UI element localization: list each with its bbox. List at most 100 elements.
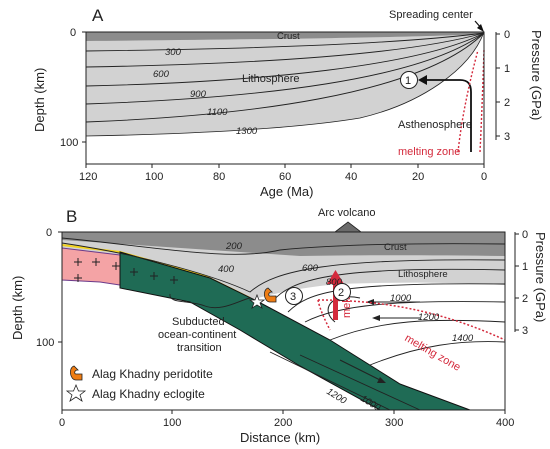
x-axis-title-a: Age (Ma) xyxy=(260,184,313,199)
isotherm-label-b-4: 1000 xyxy=(390,293,412,304)
x-tick-label-a-0: 120 xyxy=(79,171,97,183)
legend-peridotite-label: Alag Khadny peridotite xyxy=(92,367,213,381)
marker-2-circle xyxy=(333,283,351,301)
isotherm-1200-b xyxy=(329,319,506,341)
melting-zone-boundary-b2 xyxy=(317,299,506,341)
p-tick-label-a-1: 1 xyxy=(504,63,510,75)
mantle-flow-arrowhead-a xyxy=(418,75,427,85)
marker-1-circle xyxy=(400,71,418,89)
lithosphere-wedge-a xyxy=(85,31,485,137)
isotherm-600-b xyxy=(271,268,506,303)
spreading-center-arrowhead xyxy=(477,24,484,32)
p-tick-label-b-2: 2 xyxy=(522,293,528,305)
subducted-label-2: ocean-continent xyxy=(158,329,236,341)
isotherm-400-b xyxy=(61,242,506,293)
legend-b: Alag Khadny peridotite Alag Khadny eclog… xyxy=(65,365,213,402)
p-tick-label-b-1: 1 xyxy=(522,261,528,273)
melting-zone-label-a: melting zone xyxy=(398,146,460,158)
isotherm-label-b-3: 800 xyxy=(326,277,343,288)
marker-2: 2 xyxy=(338,287,344,299)
x-ticks-b xyxy=(61,410,506,414)
p-tick-label-a-2: 2 xyxy=(504,97,510,109)
isotherm-1100-a xyxy=(85,32,485,105)
wedge-flow-arrowhead-2 xyxy=(372,315,380,321)
x-tick-label-b-4: 400 xyxy=(496,417,514,429)
y-tick-label-b-1: 100 xyxy=(36,337,54,349)
melts-arrow-shaft xyxy=(333,282,338,320)
y-axis-title-a: Depth (km) xyxy=(32,68,47,132)
isotherm-label-a-4: 1300 xyxy=(236,126,258,137)
isotherm-300-a xyxy=(85,32,485,52)
p-tick-label-a-0: 0 xyxy=(504,29,510,41)
wedge-flow-loop xyxy=(327,296,361,323)
legend-eclogite-icon xyxy=(65,383,87,402)
isotherm-label-a-1: 600 xyxy=(153,69,170,80)
melting-zone-boundary-a2 xyxy=(479,49,485,153)
wedge-flow-arrow-3 xyxy=(339,359,381,381)
marker-1: 1 xyxy=(405,75,411,87)
y2-axis-title-a: Pressure (GPa) xyxy=(529,30,544,120)
x-tick-label-a-3: 60 xyxy=(279,171,291,183)
p-tick-label-b-0: 0 xyxy=(522,229,528,241)
panel-a: A 300 600 900 1100 1300 Crust Lithospher… xyxy=(32,6,544,199)
isotherm-600-a xyxy=(85,32,485,68)
isotherm-200-b xyxy=(61,237,506,255)
p-tick-label-b-3: 3 xyxy=(522,325,528,337)
crust-layer-b xyxy=(62,232,505,256)
arc-volcano-label: Arc volcano xyxy=(318,207,375,219)
y-tick-label-a-0: 0 xyxy=(70,27,76,39)
marker-3: 3 xyxy=(290,291,296,303)
x-tick-label-b-2: 200 xyxy=(274,417,292,429)
y-tick-label-b-0: 0 xyxy=(46,227,52,239)
x-tick-label-a-6: 0 xyxy=(481,171,487,183)
panel-a-letter: A xyxy=(92,6,104,25)
crust-label-b: Crust xyxy=(384,242,407,253)
isotherm-label-a-2: 900 xyxy=(190,89,207,100)
mantle-flow-arrow-a xyxy=(426,79,472,152)
isotherm-1400-b xyxy=(369,341,506,366)
isotherm-label-a-0: 300 xyxy=(165,47,182,58)
x-tick-label-a-2: 80 xyxy=(213,171,225,183)
melts-arrowhead xyxy=(327,270,344,284)
asthenosphere-label-a: Asthenosphere xyxy=(398,119,472,131)
arc-volcano xyxy=(333,221,363,233)
x-tick-label-a-1: 100 xyxy=(145,171,163,183)
subducted-label-3: transition xyxy=(177,342,222,354)
melting-zone-boundary-a xyxy=(457,49,479,153)
y-tick-label-a-1: 100 xyxy=(60,137,78,149)
melting-zone-boundary-b xyxy=(317,299,331,331)
subducted-brace xyxy=(169,293,251,309)
lithosphere-label-b: Lithosphere xyxy=(398,269,448,280)
eclogite-star-b xyxy=(248,293,266,309)
isotherm-label-b-6: 1400 xyxy=(452,333,474,344)
isotherm-900-a xyxy=(85,32,485,87)
isotherm-label-a-3: 1100 xyxy=(207,107,228,118)
isotherm-label-b-0: 200 xyxy=(225,241,243,252)
isotherm-label-b-2: 600 xyxy=(302,263,319,274)
isotherm-1300-a xyxy=(85,32,485,123)
isotherm-1200-b-deep xyxy=(269,351,391,411)
x-tick-label-b-0: 0 xyxy=(59,417,65,429)
x-tick-label-a-5: 20 xyxy=(412,171,424,183)
legend-peridotite-icon xyxy=(70,365,83,381)
isotherm-label-b-1: 400 xyxy=(218,264,235,275)
y2-axis-title-b: Pressure (GPa) xyxy=(533,232,548,322)
marker-3-circle xyxy=(285,287,303,305)
x-ticks-a xyxy=(85,164,485,168)
isotherm-label-b-5: 1200 xyxy=(418,312,440,323)
panel-b: B xyxy=(10,207,548,445)
crust-layer-a xyxy=(86,32,484,41)
x-tick-label-b-3: 300 xyxy=(385,417,403,429)
crust-label-a: Crust xyxy=(277,31,300,42)
x-axis-title-b: Distance (km) xyxy=(240,430,320,445)
continental-plus-marks xyxy=(74,258,178,284)
x-tick-label-a-4: 40 xyxy=(345,171,357,183)
p-tick-label-a-3: 3 xyxy=(504,131,510,143)
lithosphere-label-a: Lithosphere xyxy=(242,73,300,85)
peridotite-symbol-b xyxy=(264,287,277,303)
isotherm-1000-b-deep xyxy=(299,354,421,411)
spreading-center-label: Spreading center xyxy=(389,9,473,21)
panel-b-letter: B xyxy=(66,207,77,226)
isotherm-1000-b xyxy=(304,301,506,323)
